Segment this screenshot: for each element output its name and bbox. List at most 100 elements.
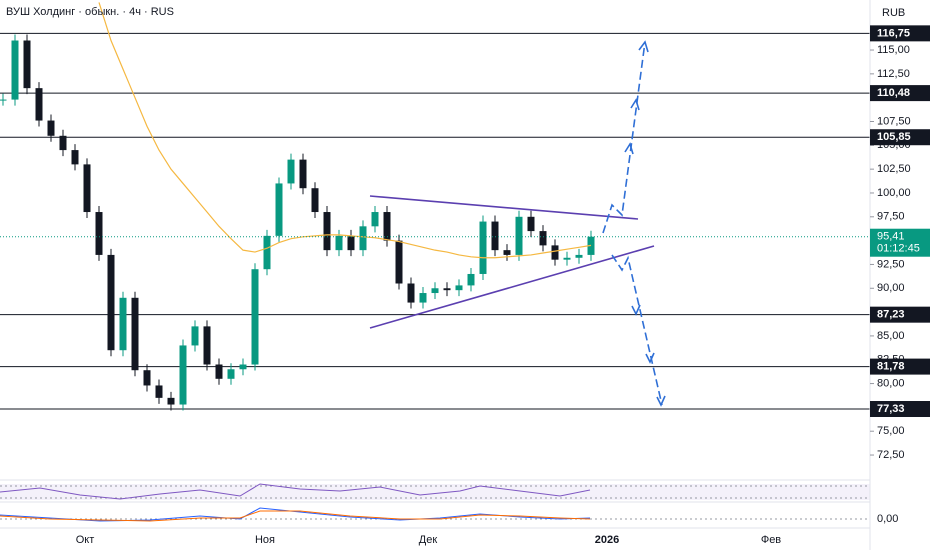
level-label: 110,48 [877,87,910,99]
level-label: 87,23 [877,309,905,321]
candle [419,293,427,303]
arrowhead [631,304,641,316]
x-tick-label: 2026 [595,534,619,546]
candle [335,235,343,251]
drawings [369,40,666,407]
signal-line [0,510,591,522]
level-label-box [870,401,930,418]
countdown: 01:12:45 [877,243,920,255]
candle [71,150,79,165]
y-tick-label: 115,00 [877,44,910,56]
x-tick-label: Фев [761,534,781,546]
candle [479,221,487,274]
candle [239,364,247,370]
projection-up [602,41,646,234]
candle [575,254,583,258]
candle [371,212,379,227]
level-label-box [870,358,930,375]
arrowhead [656,395,666,407]
candle [227,369,235,379]
level-label: 116,75 [877,27,910,39]
candle [143,370,151,386]
y-tick-label: 112,50 [877,68,910,80]
level-label: 81,78 [877,361,905,373]
y-tick-label: 90,00 [877,282,905,294]
candle [311,188,319,213]
y-tick-label: 85,00 [877,330,905,342]
y-tick-label: 97,50 [877,211,905,223]
candle [443,288,451,291]
arrowhead [630,98,640,111]
candle [83,164,91,213]
candle [191,326,199,346]
candle [491,221,499,251]
candle [551,245,559,260]
y-tick-label: 75,00 [877,425,905,437]
candle [383,212,391,241]
candle [251,269,259,365]
candle [59,135,67,151]
candle [431,288,439,294]
arrowhead [624,142,634,155]
candle [467,273,475,286]
rsi-band [0,484,870,500]
candle [0,99,7,101]
candle [203,326,211,365]
candle [299,159,307,189]
y-tick-label: 92,50 [877,258,905,270]
candle [539,231,547,246]
candle [527,216,535,232]
y-tick-label: 80,00 [877,377,905,389]
candle [323,212,331,251]
indicator-panes [0,479,870,529]
candle [155,385,163,398]
y-tick-label: 102,50 [877,163,911,175]
candle [455,285,463,291]
candle [119,297,127,351]
candle [179,345,187,405]
arrowhead [645,352,655,364]
level-label-box [870,129,930,146]
candle [347,235,355,251]
x-tick-label: Окт [76,534,95,546]
plot-area [0,2,870,520]
candle [563,257,571,260]
moving-average [98,2,592,259]
candle [215,364,223,379]
time-axis: Окт Ноя Дек 2026 Фев [76,534,782,546]
candle [95,212,103,255]
rsi-line [0,483,591,500]
y-tick-label: 72,50 [877,449,905,461]
candle [407,283,415,303]
candle [275,183,283,236]
y-tick-label: 107,50 [877,115,911,127]
indicator-tick-label: 0,00 [877,513,898,525]
candle [503,250,511,255]
level-label: 77,33 [877,403,905,415]
level-label-box [870,85,930,102]
last-price-label: 95,41 [877,231,905,243]
candle [359,226,367,251]
candle [395,240,403,284]
x-tick-label: Ноя [255,534,275,546]
candle [263,235,271,270]
trendline-upper [369,195,639,220]
level-label-box [870,306,930,323]
level-label-box [870,25,930,42]
candle [287,159,295,184]
level-label: 105,85 [877,131,911,143]
candle [47,120,55,136]
candle [131,297,139,371]
price-axis: 115,00112,50107,50105,00102,50100,0097,5… [870,25,930,525]
currency: RUB [882,7,905,19]
y-tick-label: 100,00 [877,187,911,199]
trendline-lower [369,245,655,329]
candle [107,254,115,351]
x-tick-label: Дек [419,534,438,546]
candle [11,40,19,100]
candle [23,40,31,89]
chart-title: ВУШ Холдинг · обыкн. · 4ч · RUS [6,6,174,18]
candle [515,216,523,255]
